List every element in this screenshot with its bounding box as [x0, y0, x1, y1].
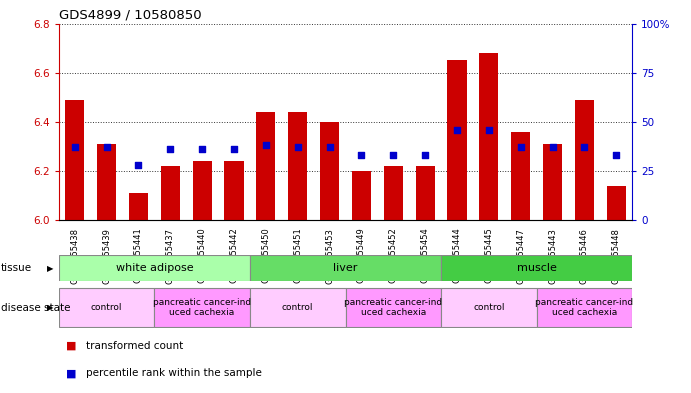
Text: ■: ■ [66, 341, 76, 351]
Bar [415, 166, 435, 220]
Bar [320, 122, 339, 220]
Bar [352, 171, 371, 220]
Bar [448, 61, 466, 220]
Point [164, 146, 176, 152]
Bar [154, 288, 250, 327]
Bar [441, 288, 537, 327]
Text: muscle: muscle [517, 263, 557, 273]
Text: pancreatic cancer-ind
uced cachexia: pancreatic cancer-ind uced cachexia [536, 298, 634, 317]
Text: pancreatic cancer-ind
uced cachexia: pancreatic cancer-ind uced cachexia [344, 298, 442, 317]
Text: ■: ■ [66, 368, 76, 378]
Bar [59, 255, 250, 281]
Bar [511, 132, 530, 220]
Text: disease state: disease state [1, 303, 70, 312]
Text: percentile rank within the sample: percentile rank within the sample [86, 368, 263, 378]
Bar [575, 100, 594, 220]
Point [69, 144, 80, 151]
Text: transformed count: transformed count [86, 341, 184, 351]
Text: control: control [282, 303, 314, 312]
Bar [250, 288, 346, 327]
Bar [256, 112, 276, 220]
Title: GDS4899 / 10580850: GDS4899 / 10580850 [59, 8, 201, 21]
Bar [59, 288, 154, 327]
Point [324, 144, 335, 151]
Text: liver: liver [333, 263, 358, 273]
Point [356, 152, 367, 158]
Bar [384, 166, 403, 220]
Point [579, 144, 590, 151]
Bar [225, 161, 243, 220]
Point [388, 152, 399, 158]
Bar [607, 186, 626, 220]
Point [292, 144, 303, 151]
Point [483, 127, 494, 133]
Bar [537, 288, 632, 327]
Text: pancreatic cancer-ind
uced cachexia: pancreatic cancer-ind uced cachexia [153, 298, 252, 317]
Text: ▶: ▶ [47, 264, 53, 273]
Bar [250, 255, 441, 281]
Bar [193, 161, 211, 220]
Bar [129, 193, 148, 220]
Bar [346, 288, 441, 327]
Point [229, 146, 240, 152]
Bar [97, 144, 116, 220]
Text: ▶: ▶ [47, 303, 53, 312]
Point [547, 144, 558, 151]
Bar [441, 255, 632, 281]
Bar [543, 144, 562, 220]
Point [611, 152, 622, 158]
Bar [288, 112, 307, 220]
Point [261, 142, 272, 149]
Point [419, 152, 430, 158]
Bar [480, 53, 498, 220]
Text: white adipose: white adipose [115, 263, 193, 273]
Text: tissue: tissue [1, 263, 32, 273]
Text: control: control [91, 303, 122, 312]
Text: control: control [473, 303, 504, 312]
Point [101, 144, 112, 151]
Point [133, 162, 144, 168]
Point [196, 146, 207, 152]
Point [451, 127, 462, 133]
Point [515, 144, 527, 151]
Bar [161, 166, 180, 220]
Bar [65, 100, 84, 220]
